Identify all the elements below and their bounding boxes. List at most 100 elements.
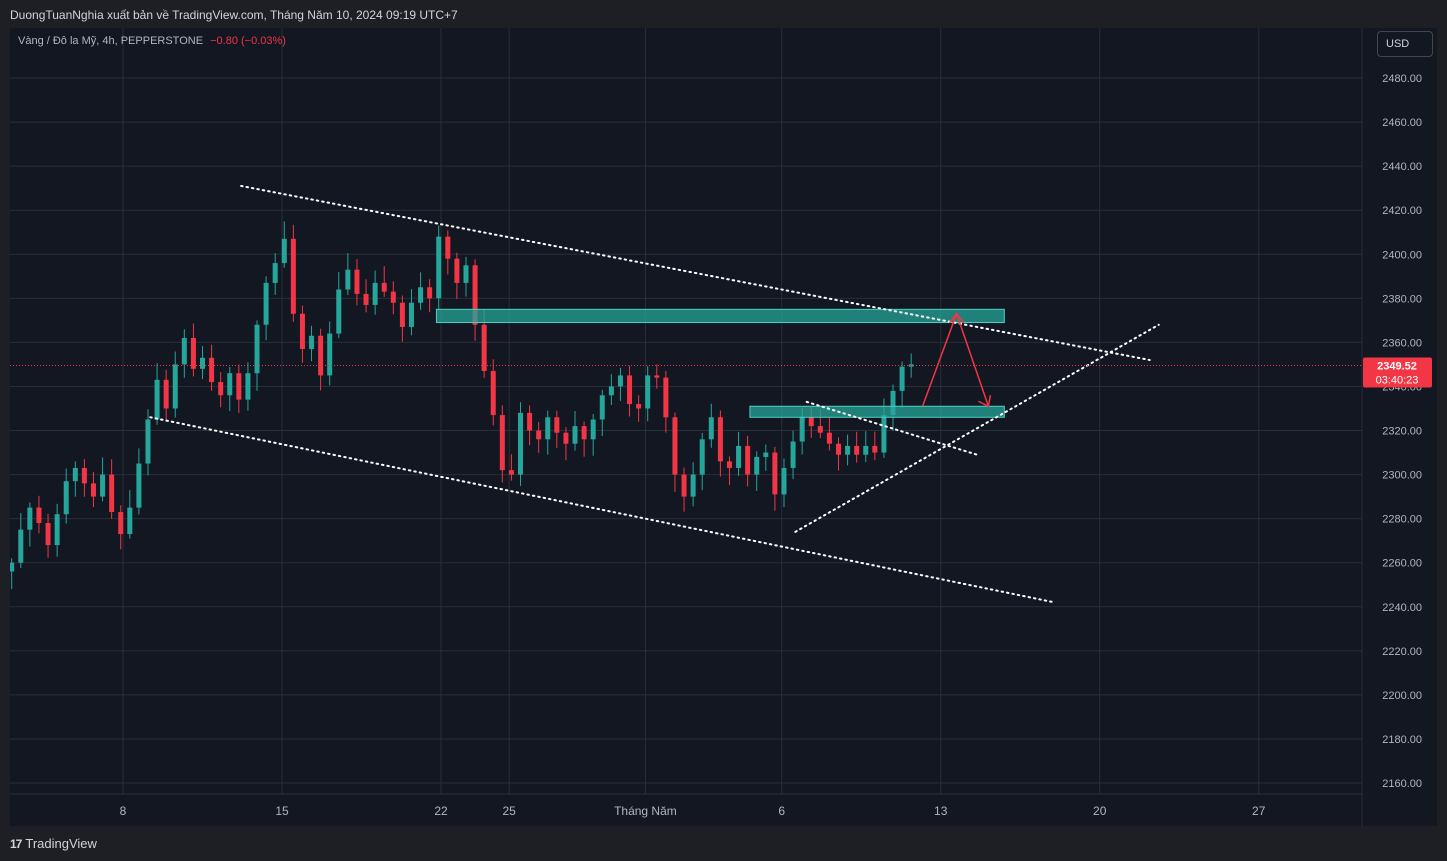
candle-body [463,265,469,283]
upper-channel [240,184,1151,361]
y-tick-label: 2200.00 [1382,690,1422,702]
y-tick-label: 2440.00 [1382,161,1422,173]
x-tick-label: Tháng Năm [614,804,677,818]
candle-body [836,443,841,455]
candle-body [454,258,460,283]
candle-body [717,417,723,462]
y-tick-label: 2320.00 [1382,426,1422,438]
y-tick-label: 2360.00 [1382,337,1422,349]
candle-body [118,512,124,535]
symbol-legend[interactable]: Vàng / Đô la Mỹ, 4h, PEPPERSTONE −0.80 (… [18,35,286,47]
candle-body [590,419,596,440]
resistance-zone [435,308,1005,324]
candle-body [508,470,514,475]
candle-body [436,236,442,299]
tradingview-logo-icon: 17 [10,836,22,851]
last-price-badge [1363,357,1432,388]
x-tick-label: 6 [778,804,785,818]
candle-body [408,302,414,327]
candle-body [309,335,315,349]
candle-body [109,474,115,513]
tradingview-logo[interactable]: 17 TradingView [10,836,97,851]
arrow-head-down [978,395,992,408]
candle-body [154,379,160,420]
symbol-change: −0.80 (−0.03%) [210,35,286,47]
y-tick-label: 2400.00 [1382,249,1422,261]
candle-body [209,357,215,383]
candle-body [745,445,751,475]
y-tick-label: 2220.00 [1382,646,1422,658]
candle-body [499,415,505,471]
candle-body [845,445,851,455]
candle-body [799,417,805,442]
candle-body [418,287,424,303]
candle-body [699,439,705,475]
candle-body [690,474,696,497]
x-tick-label: 13 [934,804,948,818]
candle-body [817,426,823,433]
candle-body [281,238,287,264]
candle-body [581,426,587,440]
small-descending [805,400,979,456]
candle-body [72,467,78,482]
y-tick-label: 2480.00 [1382,73,1422,85]
candle-body [181,337,187,365]
x-tick-label: 15 [275,804,289,818]
candle-body [381,282,387,292]
last-price-value: 2349.52 [1377,360,1417,372]
x-tick-label: 8 [120,804,127,818]
candle-body [218,382,224,396]
candle-body [45,523,51,546]
candle-body [608,386,614,396]
candle-body [445,236,451,259]
candle-body [172,364,178,409]
candle-body [200,357,205,369]
candle-body [299,313,305,349]
candle-body [708,417,714,440]
candle-body [427,287,433,299]
candle-body [536,430,542,440]
candle-body [854,445,860,455]
candle-body [63,481,69,515]
candle-body [490,371,496,416]
candle-body [781,467,787,495]
candle-body [245,373,251,400]
publisher-info: DuongTuanNghia xuất bản về TradingView.c… [10,8,458,22]
candle-body [363,293,369,305]
candle-body [227,373,233,396]
candle-body [672,417,678,475]
candle-body [18,529,24,563]
currency-button[interactable]: USD [1377,31,1433,57]
candle-body [527,412,533,431]
price-chart[interactable]: 2160.00 2180.00 2200.00 2220.00 2240.00 2260.… [10,28,1437,826]
candle-body [872,445,878,453]
tradingview-logo-text: TradingView [25,836,97,851]
candle-body [518,412,523,475]
candle-body [163,379,169,409]
y-tick-label: 2260.00 [1382,558,1422,570]
x-tick-label: 25 [502,804,516,818]
y-tick-label: 2300.00 [1382,470,1422,482]
candle-body [354,269,360,294]
y-tick-label: 2380.00 [1382,293,1422,305]
candle-body [599,395,605,420]
candle-body [336,289,342,334]
candle-body [572,426,578,444]
candle-body [290,238,296,314]
candle-body [863,445,869,455]
candle-body [826,432,832,444]
candle-body [636,404,642,409]
chart-pane[interactable]: 2160.00 2180.00 2200.00 2220.00 2240.00 2260.… [10,28,1437,826]
candle-body [10,562,15,572]
candle-body [136,463,142,508]
candle-body [27,507,33,530]
y-tick-label: 2280.00 [1382,514,1422,526]
y-tick-label: 2460.00 [1382,117,1422,129]
candle-body [881,415,887,453]
candle-body [908,364,914,367]
x-tick-label: 22 [434,804,448,818]
y-tick-label: 2180.00 [1382,734,1422,746]
candle-body [790,441,796,468]
candle-body [327,333,333,376]
projection-arrow [921,311,990,407]
